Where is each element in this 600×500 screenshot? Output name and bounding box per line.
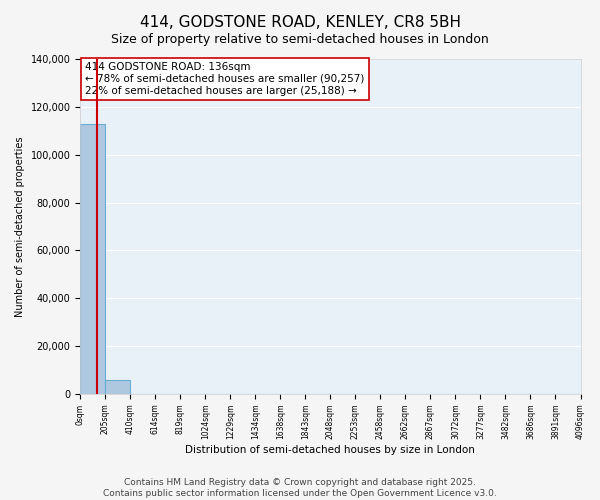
Text: 414 GODSTONE ROAD: 136sqm
← 78% of semi-detached houses are smaller (90,257)
22%: 414 GODSTONE ROAD: 136sqm ← 78% of semi-…: [85, 62, 365, 96]
Text: 414, GODSTONE ROAD, KENLEY, CR8 5BH: 414, GODSTONE ROAD, KENLEY, CR8 5BH: [139, 15, 461, 30]
Y-axis label: Number of semi-detached properties: Number of semi-detached properties: [15, 136, 25, 316]
Bar: [105, 380, 130, 394]
X-axis label: Distribution of semi-detached houses by size in London: Distribution of semi-detached houses by …: [185, 445, 475, 455]
Bar: [80, 124, 105, 394]
Text: Size of property relative to semi-detached houses in London: Size of property relative to semi-detach…: [111, 32, 489, 46]
Text: Contains HM Land Registry data © Crown copyright and database right 2025.
Contai: Contains HM Land Registry data © Crown c…: [103, 478, 497, 498]
